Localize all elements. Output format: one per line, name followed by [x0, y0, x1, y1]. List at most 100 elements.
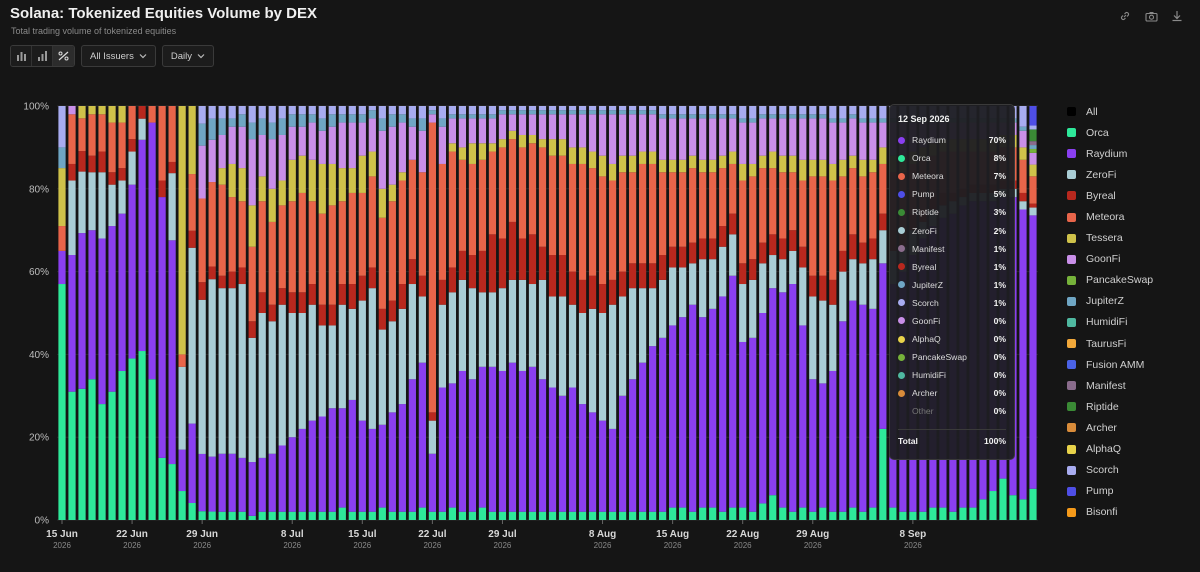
bar-segment-scorch	[488, 106, 497, 115]
bar-segment-jupiterz	[388, 114, 396, 127]
bar-segment-jupiterz	[378, 118, 386, 131]
bar-segment-orca	[939, 507, 947, 520]
legend-item-scorch[interactable]: Scorch	[1067, 460, 1197, 481]
bar-segment-zerofi	[528, 284, 537, 367]
tooltip-series-name: AlphaQ	[912, 334, 941, 345]
x-tick-year: 2026	[904, 541, 922, 550]
bar-segment-byreal	[498, 238, 507, 289]
bar-segment-riptide	[1029, 129, 1037, 142]
legend-item-bisonfi[interactable]: Bisonfi	[1067, 502, 1197, 523]
bar-segment-zerofi	[328, 325, 336, 409]
bar-segment-meteora	[168, 106, 176, 162]
bar-segment-orca	[949, 511, 957, 520]
tooltip-row: Scorch 1%	[898, 294, 1006, 312]
bar-segment-zerofi	[298, 313, 306, 429]
bar-segment-tessera	[308, 159, 316, 202]
bar-segment-tessera	[789, 155, 797, 173]
legend-item-pancakeswap[interactable]: PancakeSwap	[1067, 270, 1197, 291]
bar-segment-jupiterz	[278, 118, 286, 135]
bar-segment-zerofi	[759, 263, 767, 313]
bar-segment-zerofi	[288, 313, 296, 438]
column-chart-icon[interactable]	[32, 46, 53, 66]
legend-item-zerofi[interactable]: ZeroFi	[1067, 164, 1197, 185]
legend-label: HumidiFi	[1086, 316, 1128, 329]
legend-item-orca[interactable]: Orca	[1067, 122, 1197, 143]
bar-segment-meteora	[448, 151, 457, 268]
bar-segment-byreal	[288, 292, 296, 313]
bar-segment-tessera	[649, 151, 657, 164]
bar-segment-orca	[118, 370, 126, 520]
x-tick-label: 8 Aug	[589, 529, 616, 540]
bar-segment-byreal	[819, 275, 827, 301]
bar-segment-jupiterz	[258, 118, 266, 135]
legend-item-alphaq[interactable]: AlphaQ	[1067, 439, 1197, 460]
bar-segment-meteora	[638, 163, 647, 264]
bar-segment-tessera	[558, 139, 567, 156]
legend-label: JupiterZ	[1086, 295, 1124, 308]
legend-item-taurusfi[interactable]: TaurusFi	[1067, 333, 1197, 354]
issuer-dropdown[interactable]: All Issuers	[81, 45, 156, 67]
legend-swatch	[1067, 149, 1076, 159]
bar-segment-scorch	[558, 106, 567, 111]
legend-item-raydium[interactable]: Raydium	[1067, 143, 1197, 164]
legend-item-fusion-amm[interactable]: Fusion AMM	[1067, 354, 1197, 375]
bar-segment-jupiterz	[789, 114, 797, 119]
tooltip-series-name: Orca	[912, 153, 931, 164]
bar-segment-meteora	[498, 147, 507, 239]
bar-segment-raydium	[498, 370, 507, 512]
bar-segment-byreal	[478, 250, 487, 293]
legend-item-jupiterz[interactable]: JupiterZ	[1067, 291, 1197, 312]
bar-segment-zerofi	[659, 279, 667, 338]
bar-segment-jupiterz	[1019, 126, 1027, 131]
bar-segment-orca	[1019, 499, 1027, 520]
bar-segment-jupiterz	[558, 110, 567, 115]
interval-dropdown[interactable]: Daily	[161, 45, 214, 67]
bar-segment-goonfi	[879, 122, 887, 148]
bar-segment-jupiterz	[739, 118, 747, 123]
bar-segment-scorch	[528, 106, 537, 111]
bar-segment-zerofi	[749, 279, 757, 338]
bar-segment-byreal	[298, 292, 306, 313]
camera-icon[interactable]	[1143, 9, 1159, 23]
bar-segment-zerofi	[719, 246, 727, 297]
bar-segment-zerofi	[568, 304, 577, 388]
bar-segment-tessera	[248, 205, 256, 247]
download-icon[interactable]	[1169, 9, 1185, 23]
bar-segment-raydium	[689, 304, 697, 512]
legend-item-riptide[interactable]: Riptide	[1067, 396, 1197, 417]
bar-segment-zerofi	[739, 284, 747, 342]
bar-segment-jupiterz	[809, 114, 817, 119]
legend-item-byreal[interactable]: Byreal	[1067, 185, 1197, 206]
legend-item-manifest[interactable]: Manifest	[1067, 375, 1197, 396]
bar-segment-tessera	[709, 159, 717, 173]
bar-segment-raydium	[298, 428, 306, 512]
bar-segment-byreal	[628, 263, 637, 289]
tooltip-series-name: GoonFi	[912, 315, 941, 326]
bar-segment-raydium	[799, 325, 807, 508]
interval-dropdown-label: Daily	[170, 50, 192, 62]
legend-item-archer[interactable]: Archer	[1067, 417, 1197, 438]
bar-segment-tessera	[528, 134, 537, 144]
legend-item-pump[interactable]: Pump	[1067, 481, 1197, 502]
legend-label: TaurusFi	[1086, 337, 1127, 350]
bar-segment-jupiterz	[248, 122, 256, 140]
legend-item-goonfi[interactable]: GoonFi	[1067, 249, 1197, 270]
bar-segment-meteora	[218, 184, 226, 276]
link-icon[interactable]	[1117, 9, 1133, 23]
bar-segment-orca	[108, 391, 116, 520]
legend-item-tessera[interactable]: Tessera	[1067, 228, 1197, 249]
bar-chart-icon[interactable]	[11, 46, 32, 66]
bar-segment-raydium	[578, 404, 587, 512]
bar-segment-goonfi	[228, 126, 236, 164]
bar-segment-zerofi	[669, 267, 677, 326]
bar-segment-raydium	[739, 341, 747, 508]
legend-item-all[interactable]: All	[1067, 101, 1197, 122]
legend-item-meteora[interactable]: Meteora	[1067, 206, 1197, 227]
percent-icon[interactable]	[53, 46, 74, 66]
bar-segment-orca	[809, 511, 817, 520]
bar-segment-meteora	[58, 226, 66, 251]
bar-segment-raydium	[779, 292, 787, 508]
bar-segment-jupiterz	[288, 114, 296, 127]
legend-item-humidifi[interactable]: HumidiFi	[1067, 312, 1197, 333]
bar-segment-orca	[468, 511, 477, 520]
